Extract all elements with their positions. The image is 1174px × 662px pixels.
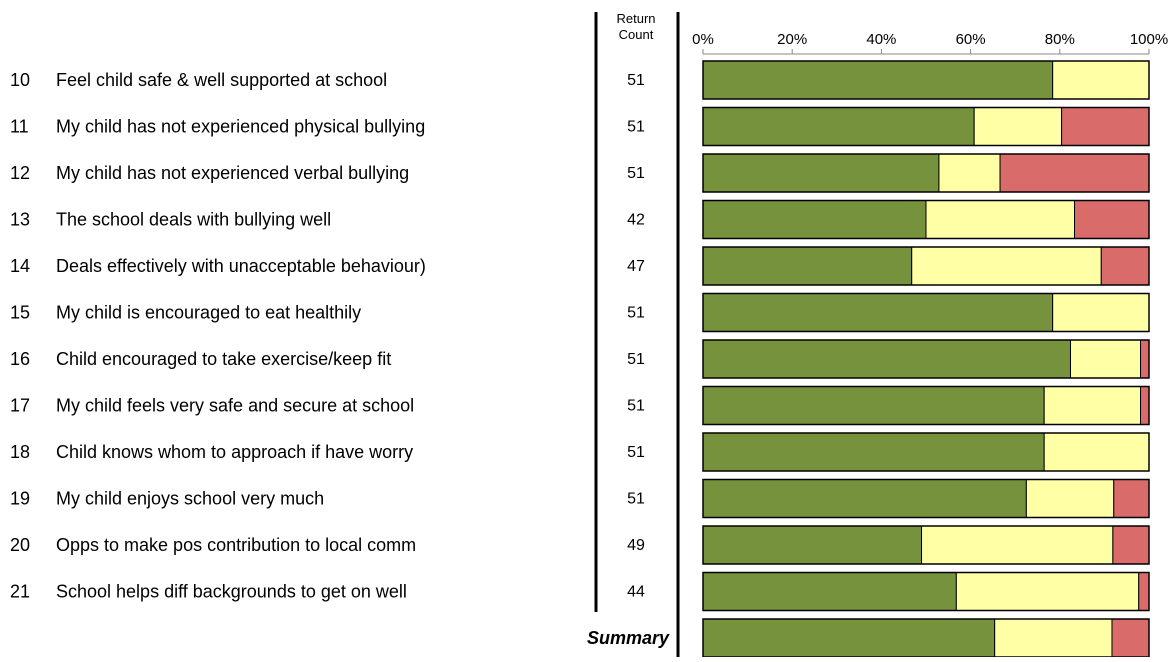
bar-outline-q19 (702, 478, 1150, 519)
return-count-value: 51 (627, 398, 645, 415)
bar-segment-neutral-q10 (1052, 60, 1150, 100)
x-tick-label: 80% (1045, 31, 1075, 48)
bar-segment-negative-q13 (1074, 200, 1150, 239)
question-label: The school deals with bullying well (56, 210, 331, 230)
question-number: 17 (10, 396, 30, 416)
bar-segment-positive-q14 (702, 246, 913, 286)
question-number: 10 (10, 70, 30, 90)
bar-outline-q21 (702, 571, 1150, 612)
question-label: My child enjoys school very much (56, 489, 324, 509)
question-number: 18 (10, 442, 30, 462)
return-count-value: 51 (627, 72, 645, 89)
bar-segment-neutral-q20 (921, 525, 1114, 565)
return-count-value: 51 (627, 491, 645, 508)
return-count-value: 44 (627, 584, 645, 601)
bar-segment-negative-summary (1111, 618, 1150, 658)
return-count-value: 47 (627, 258, 645, 275)
bar-segment-negative-q19 (1113, 479, 1150, 518)
return-count-header-line2: Count (619, 27, 654, 42)
x-axis: 0% 20% 40% 60% 80% 100% (692, 31, 1168, 55)
question-label: My child is encouraged to eat healthily (56, 303, 361, 323)
return-count-value: 51 (627, 305, 645, 322)
bar-segment-positive-q13 (702, 200, 927, 239)
bar-outline-q15 (702, 292, 1150, 333)
return-count-value: 51 (627, 444, 645, 461)
bar-outline-q10 (702, 60, 1150, 100)
return-count-value: 51 (627, 165, 645, 182)
bar-segment-positive-q15 (702, 293, 1054, 332)
bar-outline-q17 (702, 385, 1150, 426)
question-number: 13 (10, 210, 30, 230)
bar-segment-neutral-q18 (1043, 432, 1150, 472)
question-label: Child knows whom to approach if have wor… (56, 442, 413, 462)
question-number: 15 (10, 303, 30, 323)
bar-segment-positive-q16 (702, 339, 1072, 379)
question-label: My child has not experienced verbal bull… (56, 163, 409, 183)
bar-outline-q14 (702, 246, 1150, 286)
summary-label: Summary (587, 628, 670, 648)
bar-outline-q18 (702, 432, 1150, 472)
x-tick-label: 0% (692, 31, 714, 48)
bar-segment-negative-q17 (1140, 386, 1150, 425)
bar-segment-neutral-q15 (1052, 293, 1150, 332)
bar-segment-positive-summary (702, 618, 996, 658)
return-count-value: 42 (627, 212, 645, 229)
question-label: Opps to make pos contribution to local c… (56, 535, 416, 555)
bar-segment-negative-q16 (1140, 339, 1150, 379)
question-label: School helps diff backgrounds to get on … (56, 582, 407, 602)
question-number: 12 (10, 163, 30, 183)
question-label: My child feels very safe and secure at s… (56, 396, 414, 416)
return-count-value: 51 (627, 119, 645, 136)
bar-outline-q13 (702, 199, 1150, 240)
return-count-value: 49 (627, 537, 645, 554)
question-labels: 10 Feel child safe & well supported at sc… (10, 70, 670, 648)
bar-outline-q12 (702, 153, 1150, 193)
bar-segment-positive-q11 (702, 107, 975, 146)
bar-segment-negative-q12 (999, 153, 1150, 193)
bar-segment-neutral-q16 (1070, 339, 1142, 379)
bar-outline-q20 (702, 525, 1150, 565)
return-count-column: Return Count 51 51 51 42 47 51 51 51 51 51 49 44 (616, 11, 655, 601)
bar-segment-negative-q14 (1100, 246, 1150, 286)
x-tick-label: 20% (777, 31, 807, 48)
bar-segment-negative-q21 (1138, 572, 1150, 611)
bar-segment-positive-q20 (702, 525, 923, 565)
bar-segment-positive-q19 (702, 479, 1027, 518)
x-tick-label: 40% (866, 31, 896, 48)
question-number: 19 (10, 489, 30, 509)
question-label: Child encouraged to take exercise/keep f… (56, 349, 391, 369)
bars-area (702, 60, 1150, 658)
bar-segment-neutral-q11 (973, 107, 1063, 146)
question-number: 14 (10, 256, 30, 276)
bar-segment-neutral-summary (994, 618, 1113, 658)
bar-segment-neutral-q21 (955, 572, 1140, 611)
question-number: 21 (10, 582, 30, 602)
x-tick-label: 100% (1130, 31, 1168, 48)
bar-segment-neutral-q13 (925, 200, 1076, 239)
bar-segment-neutral-q19 (1025, 479, 1115, 518)
bar-segment-negative-q20 (1112, 525, 1150, 565)
question-number: 11 (10, 117, 29, 137)
bar-segment-positive-q21 (702, 572, 957, 611)
question-label: Feel child safe & well supported at scho… (56, 70, 387, 90)
bar-segment-positive-q12 (702, 153, 940, 193)
bar-segment-neutral-q12 (938, 153, 1001, 193)
bar-segment-positive-q10 (702, 60, 1054, 100)
x-tick-label: 60% (956, 31, 986, 48)
question-label: My child has not experienced physical bu… (56, 117, 425, 137)
bar-segment-neutral-q17 (1043, 386, 1142, 425)
bar-segment-positive-q18 (702, 432, 1045, 472)
question-label: Deals effectively with unacceptable beha… (56, 256, 426, 276)
bar-segment-neutral-q14 (911, 246, 1102, 286)
bar-segment-negative-q11 (1061, 107, 1150, 146)
question-number: 20 (10, 535, 30, 555)
bar-outline-q11 (702, 106, 1150, 147)
bar-segment-positive-q17 (702, 386, 1045, 425)
bar-outline-q16 (702, 339, 1150, 379)
question-number: 16 (10, 349, 30, 369)
return-count-value: 51 (627, 351, 645, 368)
return-count-header-line1: Return (616, 11, 655, 26)
